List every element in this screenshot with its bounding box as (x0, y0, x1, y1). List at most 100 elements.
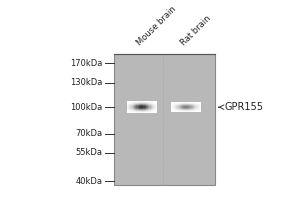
Bar (139, 104, 140, 105)
Bar (183, 110, 184, 111)
Bar (171, 111, 172, 112)
Bar (194, 106, 195, 107)
Bar (180, 108, 181, 109)
Bar (181, 107, 182, 108)
Bar (152, 111, 153, 112)
Bar (140, 111, 141, 112)
Bar (172, 106, 174, 107)
Bar (182, 106, 183, 107)
Bar (190, 108, 192, 109)
Bar (143, 103, 145, 104)
Bar (175, 102, 176, 103)
Bar (135, 109, 136, 110)
Bar (192, 103, 193, 104)
Bar (193, 104, 194, 105)
Bar (184, 111, 186, 112)
Bar (130, 102, 132, 103)
Bar (178, 105, 180, 106)
Bar (135, 112, 136, 113)
Bar (134, 103, 135, 104)
Bar (198, 107, 199, 108)
Bar (195, 105, 196, 106)
Bar (151, 104, 152, 105)
Bar (181, 106, 182, 107)
Bar (152, 102, 153, 103)
Bar (149, 112, 151, 113)
Bar (128, 109, 129, 110)
Bar (184, 103, 186, 104)
Bar (155, 103, 157, 104)
Bar (128, 102, 129, 103)
Bar (186, 106, 187, 107)
Bar (171, 104, 172, 105)
Bar (181, 105, 182, 106)
Bar (200, 106, 201, 107)
Bar (175, 103, 176, 104)
Bar (175, 108, 176, 109)
Bar (127, 104, 128, 105)
Bar (147, 101, 148, 102)
Bar (132, 102, 133, 103)
Bar (130, 109, 132, 110)
Bar (128, 110, 129, 111)
Bar (189, 109, 190, 110)
Bar (149, 101, 151, 102)
Bar (143, 109, 145, 110)
Bar (155, 105, 157, 106)
Bar (194, 105, 195, 106)
Bar (183, 105, 184, 106)
Bar (148, 109, 149, 110)
Bar (129, 105, 130, 106)
Bar (195, 110, 196, 111)
Bar (148, 101, 149, 102)
Bar (190, 109, 192, 110)
Bar (140, 107, 141, 108)
Bar (148, 110, 149, 111)
Bar (183, 104, 184, 105)
Bar (130, 111, 132, 112)
Bar (147, 104, 148, 105)
Bar (151, 105, 152, 106)
Bar (192, 110, 193, 111)
Bar (198, 106, 199, 107)
Bar (143, 112, 145, 113)
Bar (189, 108, 190, 109)
Bar (182, 111, 183, 112)
Bar (146, 101, 147, 102)
Bar (182, 105, 183, 106)
Bar (143, 106, 145, 107)
Bar (183, 111, 184, 112)
Bar (193, 110, 194, 111)
Bar (146, 106, 147, 107)
Bar (187, 108, 188, 109)
Bar (149, 102, 151, 103)
Bar (147, 108, 148, 109)
Bar (153, 104, 154, 105)
Bar (192, 105, 193, 106)
Bar (155, 102, 157, 103)
Bar (137, 107, 139, 108)
Bar (196, 103, 198, 104)
Bar (182, 103, 183, 104)
Bar (155, 108, 157, 109)
Bar (198, 104, 199, 105)
Bar (174, 109, 175, 110)
Bar (127, 105, 128, 106)
Bar (128, 107, 129, 108)
Bar (153, 107, 154, 108)
Bar (136, 111, 137, 112)
Bar (200, 105, 201, 106)
Bar (151, 107, 152, 108)
Bar (141, 110, 142, 111)
Bar (176, 107, 177, 108)
Bar (189, 107, 190, 108)
Text: 130kDa: 130kDa (70, 78, 102, 87)
Bar (143, 105, 145, 106)
Bar (192, 109, 193, 110)
Bar (137, 106, 139, 107)
Bar (133, 104, 134, 105)
Bar (127, 103, 128, 104)
Bar (136, 109, 137, 110)
Bar (174, 103, 175, 104)
Bar (199, 107, 200, 108)
